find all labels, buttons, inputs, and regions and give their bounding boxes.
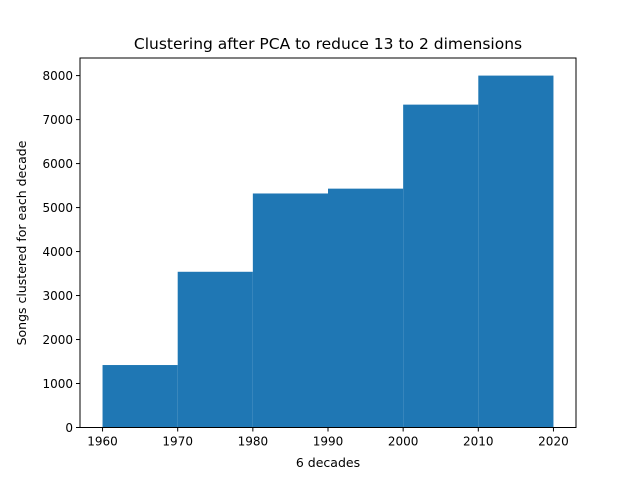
x-axis-label: 6 decades <box>296 455 360 470</box>
x-tick-label: 1980 <box>238 435 269 449</box>
plot-frame <box>79 57 577 428</box>
y-tick-label: 3000 <box>42 289 73 303</box>
y-tick-label: 1000 <box>42 377 73 391</box>
histogram-bar <box>403 104 479 428</box>
x-tick-label: 1970 <box>162 435 193 449</box>
x-tick-label: 2020 <box>538 435 569 449</box>
y-tick-label: 2000 <box>42 333 73 347</box>
x-tick-label: 2000 <box>388 435 419 449</box>
x-tick-label: 1990 <box>313 435 344 449</box>
x-tick-label: 2010 <box>463 435 494 449</box>
y-tick-label: 0 <box>65 421 73 435</box>
histogram-bar <box>102 365 178 428</box>
y-tick-label: 7000 <box>42 113 73 127</box>
x-tick-label: 1960 <box>87 435 118 449</box>
bars-group <box>102 75 554 428</box>
chart-title: Clustering after PCA to reduce 13 to 2 d… <box>134 35 522 53</box>
y-tick-label: 8000 <box>42 69 73 83</box>
x-axis-ticks: 1960 1970 1980 1990 2000 2010 2020 <box>87 427 569 449</box>
histogram-bar <box>478 75 554 428</box>
y-axis-label: Songs clustered for each decade <box>14 140 29 345</box>
y-tick-label: 6000 <box>42 157 73 171</box>
y-axis-ticks: 0 1000 2000 3000 4000 5000 6000 7000 8000 <box>42 69 80 435</box>
histogram-bar <box>252 193 328 428</box>
y-tick-label: 5000 <box>42 201 73 215</box>
histogram-bar <box>177 271 253 428</box>
histogram-bar <box>328 188 404 428</box>
y-tick-label: 4000 <box>42 245 73 259</box>
